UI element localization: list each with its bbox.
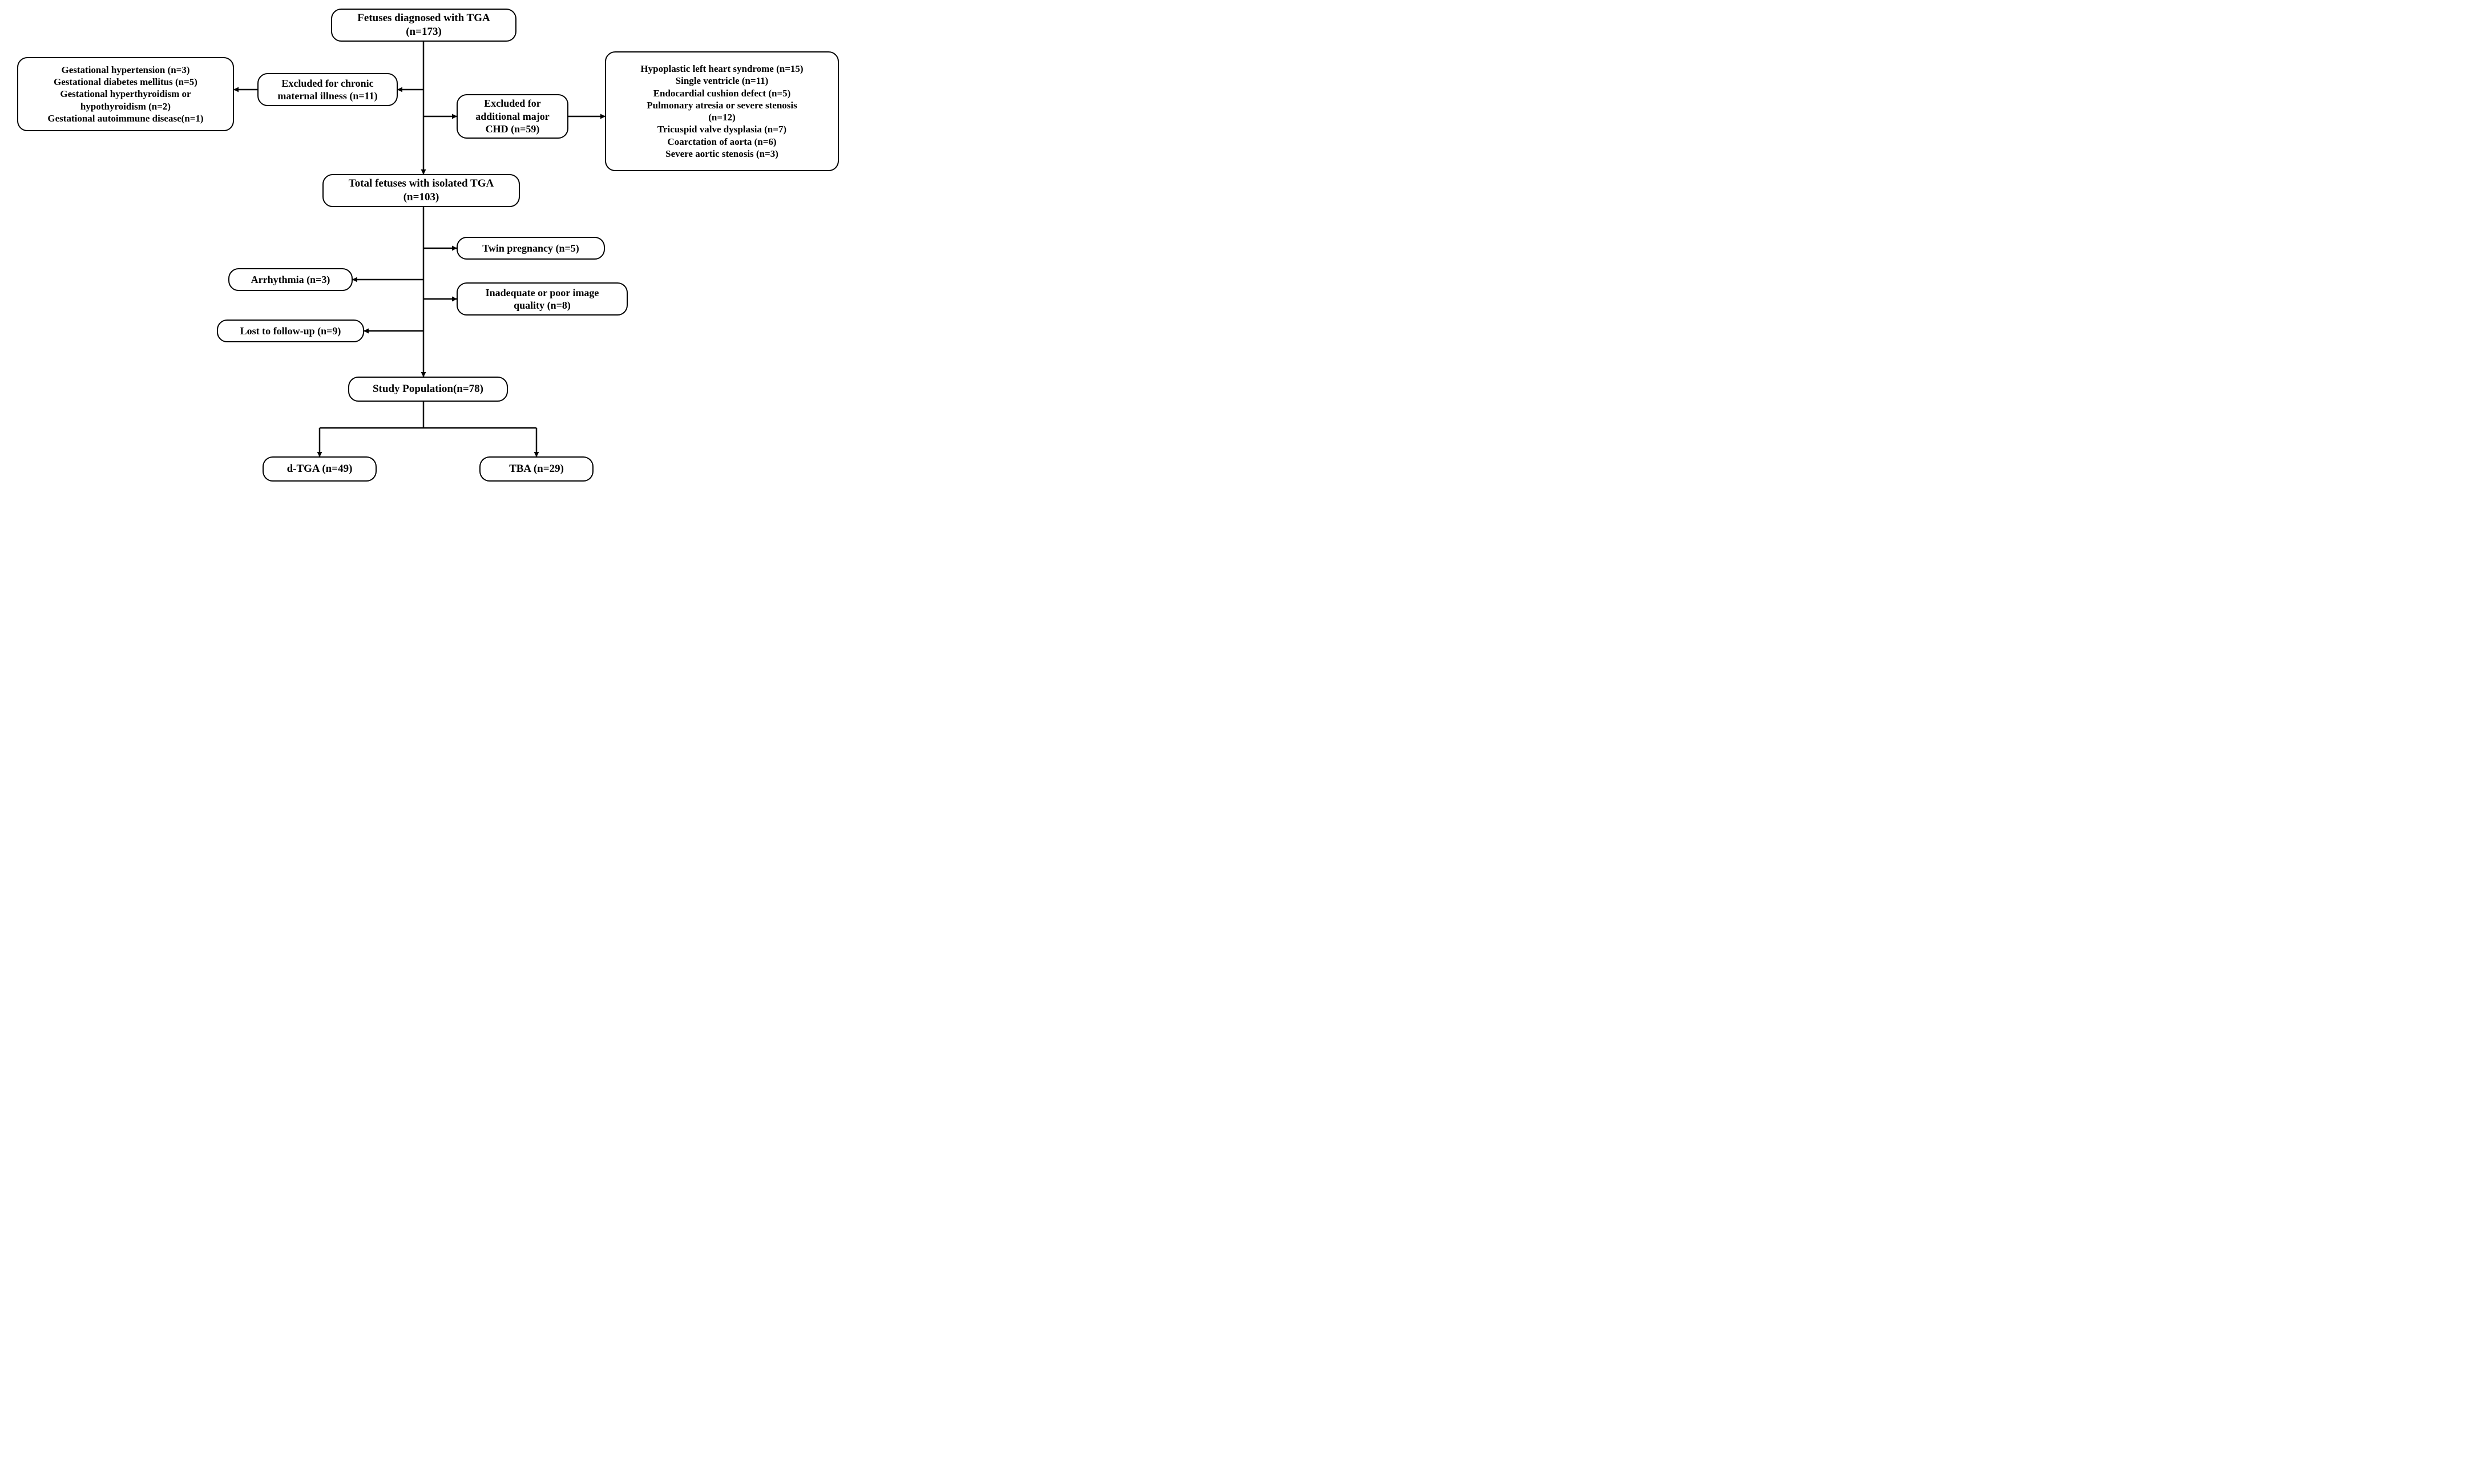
node-lost: Lost to follow-up (n=9) — [217, 320, 364, 342]
node-twin: Twin pregnancy (n=5) — [457, 237, 605, 260]
node-text-line: Total fetuses with isolated TGA — [349, 177, 494, 191]
node-text-line: Gestational hypertension (n=3) — [61, 64, 189, 76]
node-dtga: d-TGA (n=49) — [263, 456, 377, 482]
node-text-line: Coarctation of aorta (n=6) — [667, 136, 776, 148]
node-text-line: Gestational diabetes mellitus (n=5) — [54, 76, 197, 88]
node-text-line: Arrhythmia (n=3) — [251, 273, 330, 286]
node-image-quality: Inadequate or poor imagequality (n=8) — [457, 282, 628, 316]
node-text-line: Endocardial cushion defect (n=5) — [653, 87, 791, 99]
node-text-line: Inadequate or poor image — [486, 286, 599, 300]
node-text-line: Excluded for — [484, 97, 541, 110]
node-text-line: hypothyroidism (n=2) — [80, 100, 171, 112]
node-text-line: Single ventricle (n=11) — [676, 75, 769, 87]
node-maternal-list: Gestational hypertension (n=3)Gestationa… — [17, 57, 234, 131]
node-text-line: additional major — [475, 110, 550, 123]
node-text-line: Gestational autoimmune disease(n=1) — [47, 112, 203, 124]
node-text-line: (n=173) — [406, 25, 442, 39]
node-excl-chd: Excluded foradditional majorCHD (n=59) — [457, 94, 568, 139]
node-text-line: CHD (n=59) — [486, 123, 540, 136]
node-text-line: TBA (n=29) — [509, 462, 564, 476]
node-study-pop: Study Population(n=78) — [348, 377, 508, 402]
node-text-line: Lost to follow-up (n=9) — [240, 325, 341, 338]
node-text-line: maternal illness (n=11) — [277, 90, 377, 103]
node-text-line: Pulmonary atresia or severe stenosis — [647, 99, 797, 111]
node-text-line: d-TGA (n=49) — [287, 462, 353, 476]
node-text-line: (n=12) — [708, 111, 735, 123]
node-isolated: Total fetuses with isolated TGA(n=103) — [322, 174, 520, 207]
node-text-line: Tricuspid valve dysplasia (n=7) — [657, 123, 786, 135]
node-text-line: Hypoplastic left heart syndrome (n=15) — [640, 63, 803, 75]
node-text-line: Twin pregnancy (n=5) — [482, 242, 579, 255]
node-text-line: Study Population(n=78) — [373, 382, 483, 396]
node-text-line: Gestational hyperthyroidism or — [60, 88, 191, 100]
node-tba: TBA (n=29) — [479, 456, 594, 482]
node-arrhythmia: Arrhythmia (n=3) — [228, 268, 353, 291]
node-chd-list: Hypoplastic left heart syndrome (n=15)Si… — [605, 51, 839, 171]
node-text-line: Excluded for chronic — [281, 77, 373, 90]
node-text-line: Fetuses diagnosed with TGA — [357, 11, 490, 25]
node-start: Fetuses diagnosed with TGA(n=173) — [331, 9, 516, 42]
node-text-line: quality (n=8) — [514, 299, 571, 312]
node-text-line: Severe aortic stenosis (n=3) — [665, 148, 778, 160]
node-text-line: (n=103) — [403, 191, 439, 204]
node-excl-maternal: Excluded for chronicmaternal illness (n=… — [257, 73, 398, 106]
